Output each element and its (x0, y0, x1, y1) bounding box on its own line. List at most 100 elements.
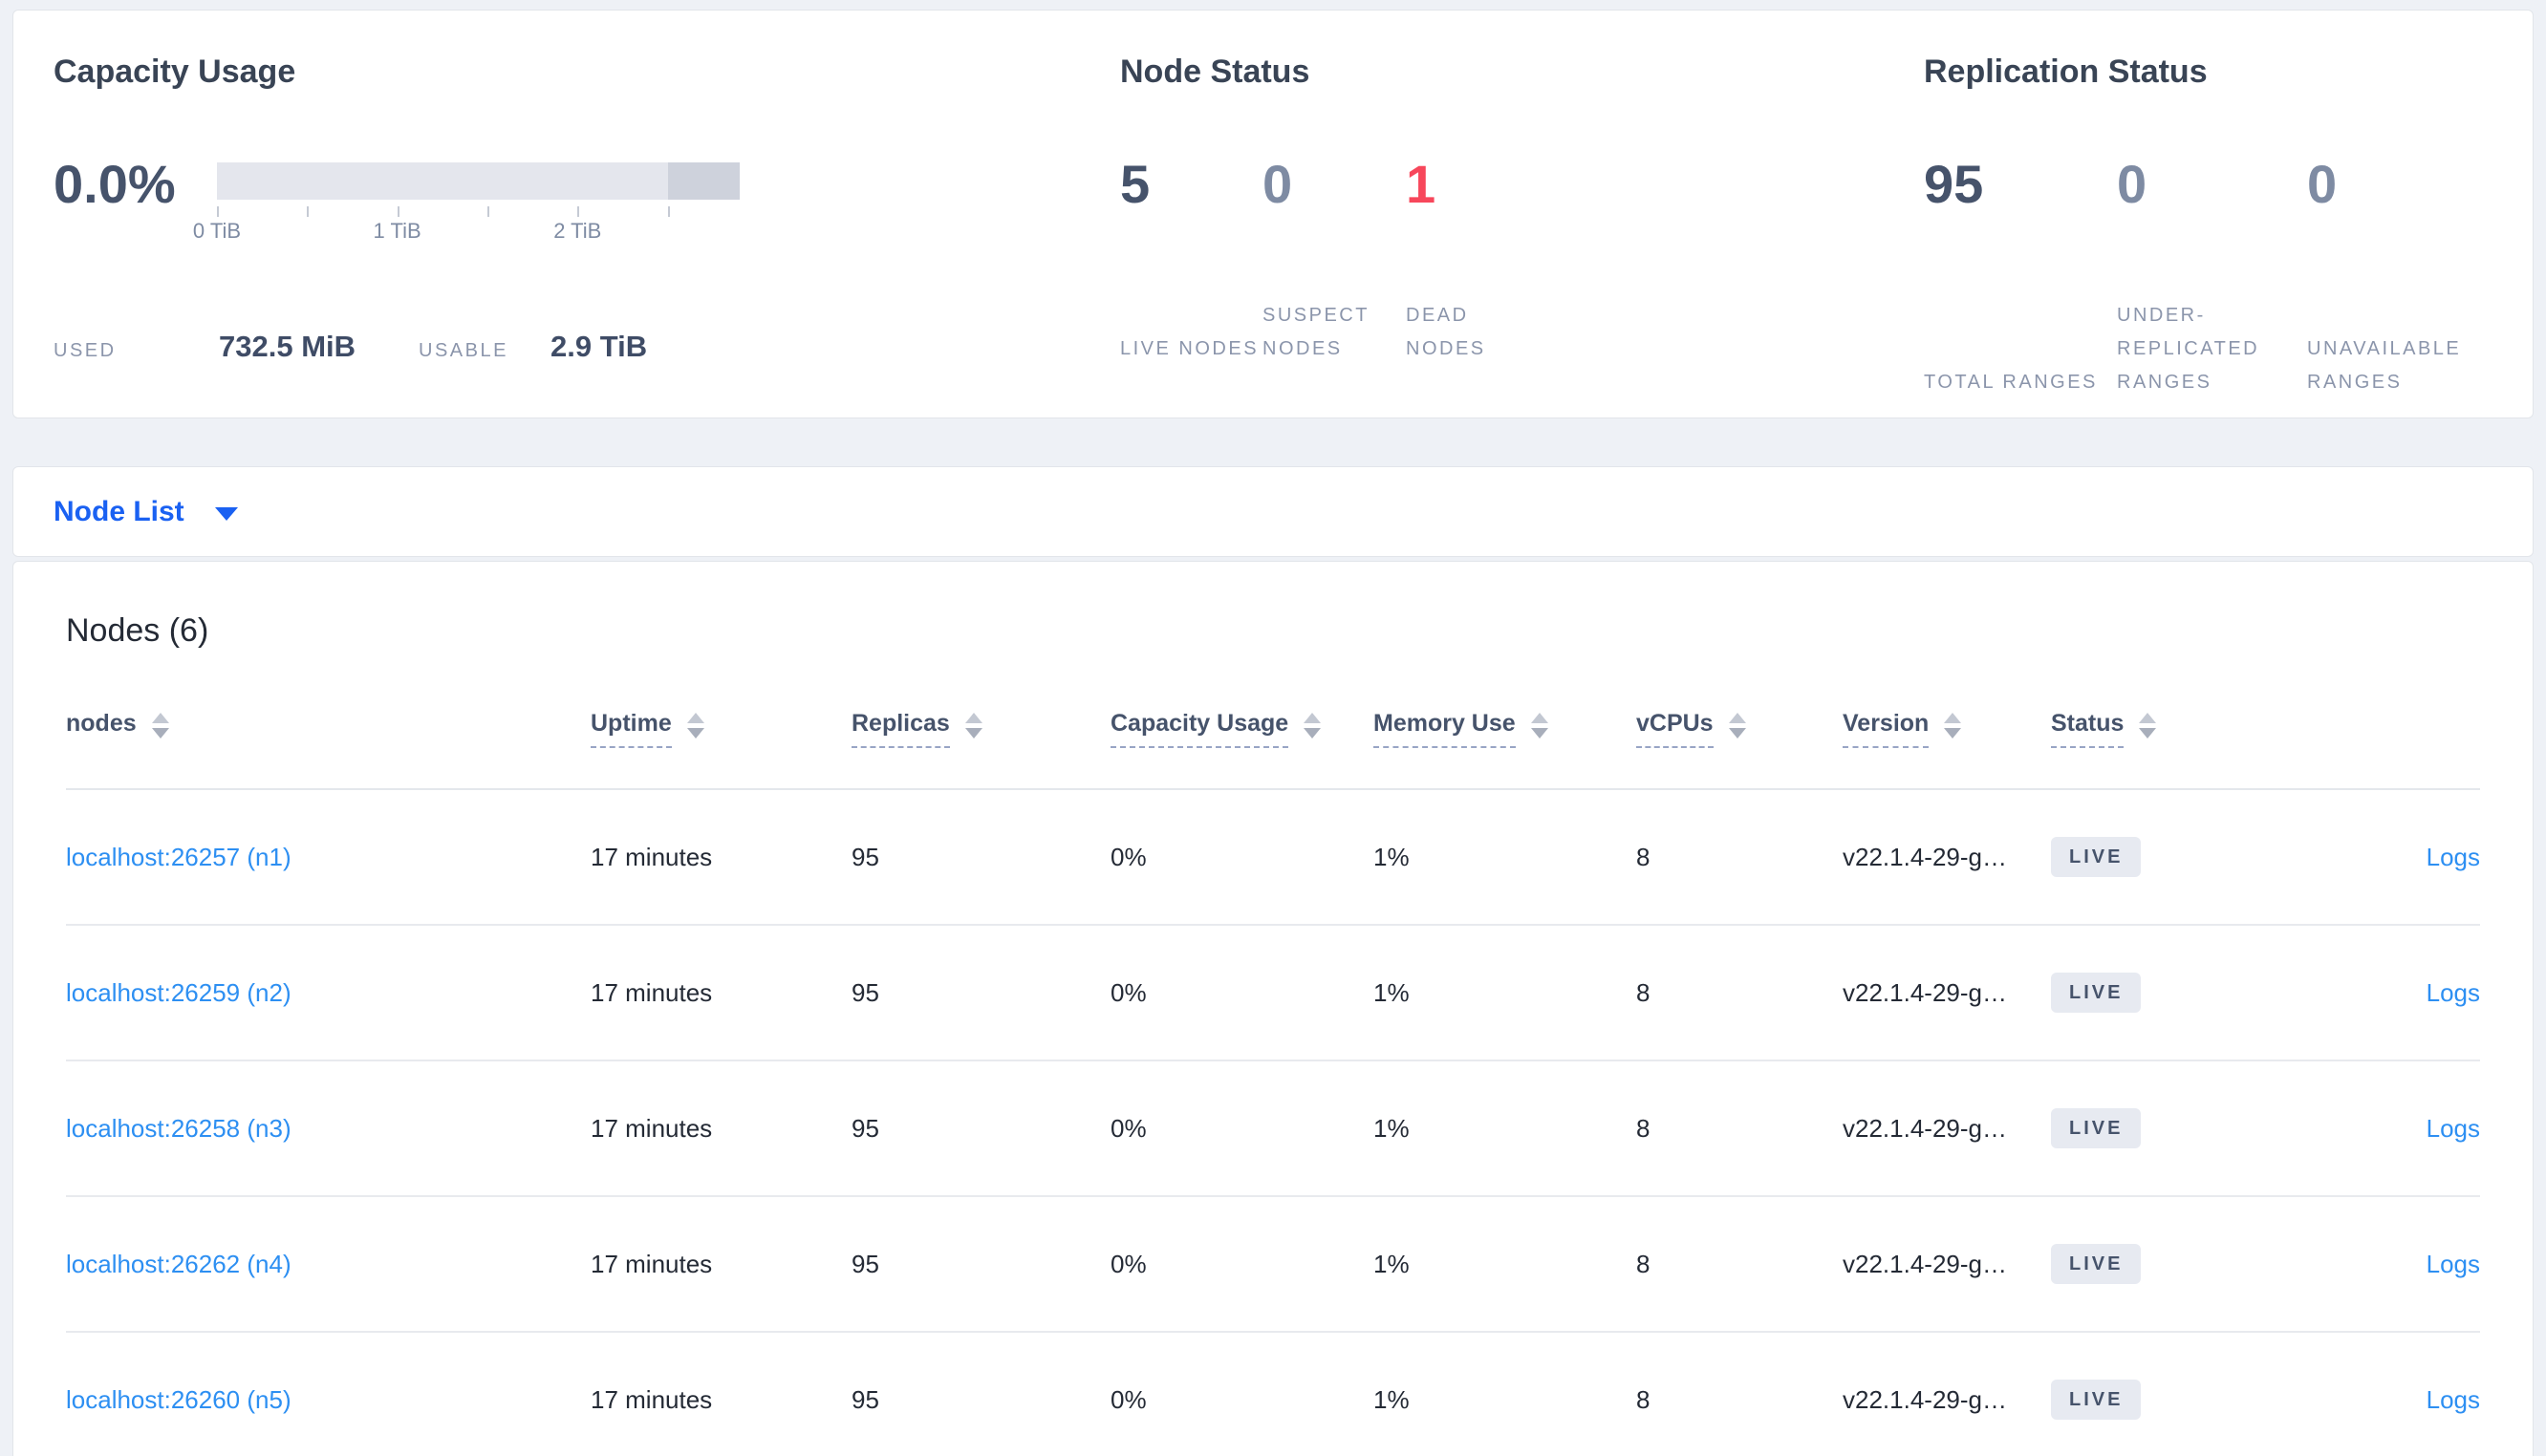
memory-use-cell: 1% (1373, 977, 1410, 1007)
capacity-usage-cell: 0% (1111, 842, 1147, 871)
memory-use-cell: 1% (1373, 842, 1410, 871)
unavailable-ranges-label: UNAVAILABLE RANGES (2307, 338, 2462, 393)
dead-nodes-count: 1 (1406, 154, 1436, 214)
node-status-panel: Node Status 5 0 1 LIVE NODES SUSPECT NOD… (1120, 11, 1846, 366)
table-row: localhost:26257 (n1) 17 minutes 95 0% 1%… (66, 790, 2480, 926)
memory-use-cell: 1% (1373, 1384, 1410, 1414)
total-ranges-count: 95 (1924, 154, 1984, 214)
replicas-cell: 95 (852, 1249, 879, 1278)
live-nodes-label: LIVE NODES (1120, 338, 1260, 359)
node-list-dropdown[interactable]: Node List (54, 496, 238, 528)
capacity-usage-cell: 0% (1111, 977, 1147, 1007)
vcpus-cell: 8 (1636, 1384, 1651, 1414)
version-cell: v22.1.4-29-g… (1843, 977, 2007, 1007)
status-badge: LIVE (2051, 1108, 2142, 1148)
sort-icon (1944, 713, 1962, 739)
version-cell: v22.1.4-29-g… (1843, 1249, 2007, 1278)
axis-label-2tib: 2 TiB (553, 219, 602, 243)
vcpus-cell: 8 (1636, 1113, 1651, 1143)
axis-label-1tib: 1 TiB (373, 219, 421, 243)
live-nodes-count: 5 (1120, 154, 1151, 214)
used-label: USED (54, 340, 117, 361)
node-list-dropdown-label: Node List (54, 495, 184, 527)
version-cell: v22.1.4-29-g… (1843, 1113, 2007, 1143)
nodes-table-card: Nodes (6) nodes Uptime Replicas Capacity… (12, 561, 2534, 1456)
status-badge: LIVE (2051, 1244, 2142, 1284)
column-header-version[interactable]: Version (1843, 709, 2051, 748)
column-header-replicas[interactable]: Replicas (852, 709, 1111, 748)
status-badge: LIVE (2051, 1380, 2142, 1420)
under-replicated-ranges-count: 0 (2117, 154, 2147, 214)
dead-nodes-label: DEAD NODES (1406, 305, 1486, 359)
uptime-cell: 17 minutes (591, 977, 713, 1007)
chevron-down-icon (214, 506, 238, 521)
capacity-usage-cell: 0% (1111, 1384, 1147, 1414)
capacity-usage-gauge: 0 TiB 1 TiB 2 TiB (193, 162, 740, 246)
capacity-bar-dark-segment (667, 162, 740, 200)
node-status-title: Node Status (1120, 54, 1310, 90)
capacity-usage-cell: 0% (1111, 1113, 1147, 1143)
logs-link[interactable]: Logs (2426, 842, 2480, 871)
replication-status-panel: Replication Status 95 0 0 TOTAL RANGES U… (1924, 11, 2497, 399)
column-header-nodes[interactable]: nodes (66, 709, 591, 739)
version-cell: v22.1.4-29-g… (1843, 1384, 2007, 1414)
memory-use-cell: 1% (1373, 1113, 1410, 1143)
logs-link[interactable]: Logs (2426, 1384, 2480, 1414)
node-link[interactable]: localhost:26259 (n2) (66, 977, 291, 1007)
capacity-usage-bar (217, 162, 740, 200)
column-header-capacity-usage[interactable]: Capacity Usage (1111, 709, 1373, 748)
node-link[interactable]: localhost:26262 (n4) (66, 1249, 291, 1278)
node-link[interactable]: localhost:26260 (n5) (66, 1384, 291, 1414)
column-header-memory-use[interactable]: Memory Use (1373, 709, 1636, 748)
uptime-cell: 17 minutes (591, 1249, 713, 1278)
memory-use-cell: 1% (1373, 1249, 1410, 1278)
column-header-status[interactable]: Status (2051, 709, 2299, 748)
cluster-summary-card: Capacity Usage 0.0% (12, 10, 2534, 418)
replication-status-title: Replication Status (1924, 54, 2208, 90)
logs-link[interactable]: Logs (2426, 977, 2480, 1007)
capacity-usage-panel: Capacity Usage 0.0% (54, 11, 1067, 368)
uptime-cell: 17 minutes (591, 1113, 713, 1143)
sort-icon (151, 713, 169, 739)
total-ranges-label: TOTAL RANGES (1924, 372, 2098, 393)
logs-link[interactable]: Logs (2426, 1113, 2480, 1143)
sort-icon (1530, 713, 1548, 739)
capacity-axis-labels: 0 TiB 1 TiB 2 TiB (193, 219, 740, 246)
suspect-nodes-count: 0 (1262, 154, 1293, 214)
uptime-cell: 17 minutes (591, 842, 713, 871)
status-badge: LIVE (2051, 837, 2142, 877)
vcpus-cell: 8 (1636, 842, 1651, 871)
vcpus-cell: 8 (1636, 977, 1651, 1007)
sort-icon (2139, 713, 2157, 739)
replicas-cell: 95 (852, 977, 879, 1007)
node-link[interactable]: localhost:26258 (n3) (66, 1113, 291, 1143)
capacity-usage-title: Capacity Usage (54, 54, 296, 90)
logs-link[interactable]: Logs (2426, 1249, 2480, 1278)
view-selector-bar: Node List (12, 466, 2534, 557)
column-header-vcpus[interactable]: vCPUs (1636, 709, 1843, 748)
sort-icon (964, 713, 982, 739)
table-row: localhost:26258 (n3) 17 minutes 95 0% 1%… (66, 1061, 2480, 1197)
table-row: localhost:26262 (n4) 17 minutes 95 0% 1%… (66, 1197, 2480, 1333)
replicas-cell: 95 (852, 1384, 879, 1414)
under-replicated-ranges-label: UNDER-REPLICATED RANGES (2117, 305, 2260, 393)
usable-label: USABLE (419, 340, 508, 361)
table-row: localhost:26259 (n2) 17 minutes 95 0% 1%… (66, 926, 2480, 1061)
unavailable-ranges-count: 0 (2307, 154, 2338, 214)
node-link[interactable]: localhost:26257 (n1) (66, 842, 291, 871)
uptime-cell: 17 minutes (591, 1384, 713, 1414)
nodes-table: nodes Uptime Replicas Capacity Usage Mem… (66, 696, 2480, 1456)
replicas-cell: 95 (852, 1113, 879, 1143)
status-badge: LIVE (2051, 973, 2142, 1013)
column-header-uptime[interactable]: Uptime (591, 709, 852, 748)
axis-label-0tib: 0 TiB (192, 219, 242, 243)
vcpus-cell: 8 (1636, 1249, 1651, 1278)
capacity-usage-cell: 0% (1111, 1249, 1147, 1278)
usable-value: 2.9 TiB (550, 330, 648, 363)
nodes-section-title: Nodes (6) (66, 612, 209, 649)
sort-icon (1728, 713, 1746, 739)
sort-icon (1304, 713, 1322, 739)
capacity-axis-ticks (217, 200, 740, 217)
replicas-cell: 95 (852, 842, 879, 871)
capacity-used-percent: 0.0% (54, 154, 176, 214)
